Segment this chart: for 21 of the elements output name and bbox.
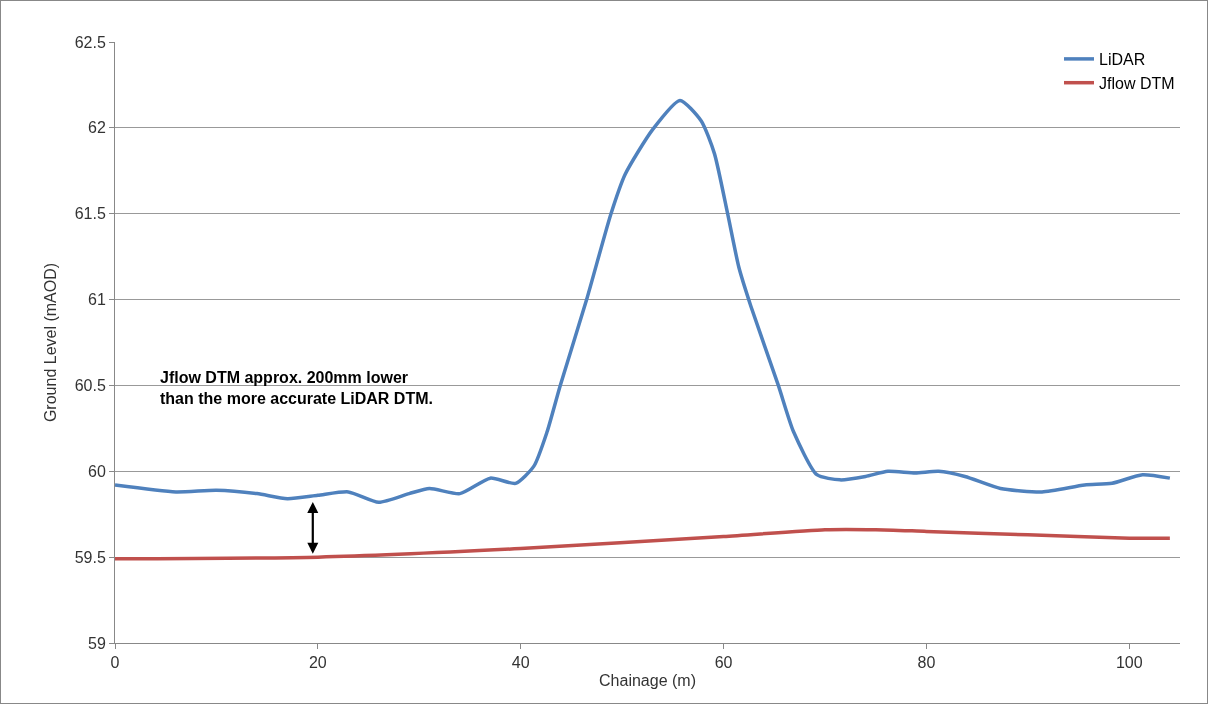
x-tick-label: 40: [511, 654, 530, 672]
y-tick-label: 59.5: [74, 548, 106, 566]
legend-label: Jflow DTM: [1099, 74, 1175, 92]
x-axis-title: Chainage (m): [599, 671, 696, 689]
annotation: Jflow DTM approx. 200mm lower than the more accurate LiDAR DTM.: [160, 369, 433, 407]
x-tick-label: 0: [110, 654, 120, 672]
line-series: [115, 527, 1172, 561]
y-tick-label: 60.5: [74, 377, 106, 395]
y-tick-label: 61: [88, 291, 106, 309]
x-tick-label: 20: [308, 654, 327, 672]
legend-label: LiDAR: [1099, 51, 1146, 69]
y-tick-label: 61.5: [74, 205, 106, 223]
line-series: [115, 98, 1172, 504]
y-tick-label: 60: [88, 462, 106, 480]
x-tick-label: 60: [714, 654, 733, 672]
y-tick-label: 62.5: [74, 33, 106, 51]
y-tick-label: 62: [88, 119, 106, 137]
x-tick-label: 80: [917, 654, 936, 672]
y-axis-title: Ground Level (mAOD): [41, 262, 59, 423]
x-tick-label: 100: [1115, 654, 1143, 672]
y-tick-label: 59: [88, 634, 106, 652]
